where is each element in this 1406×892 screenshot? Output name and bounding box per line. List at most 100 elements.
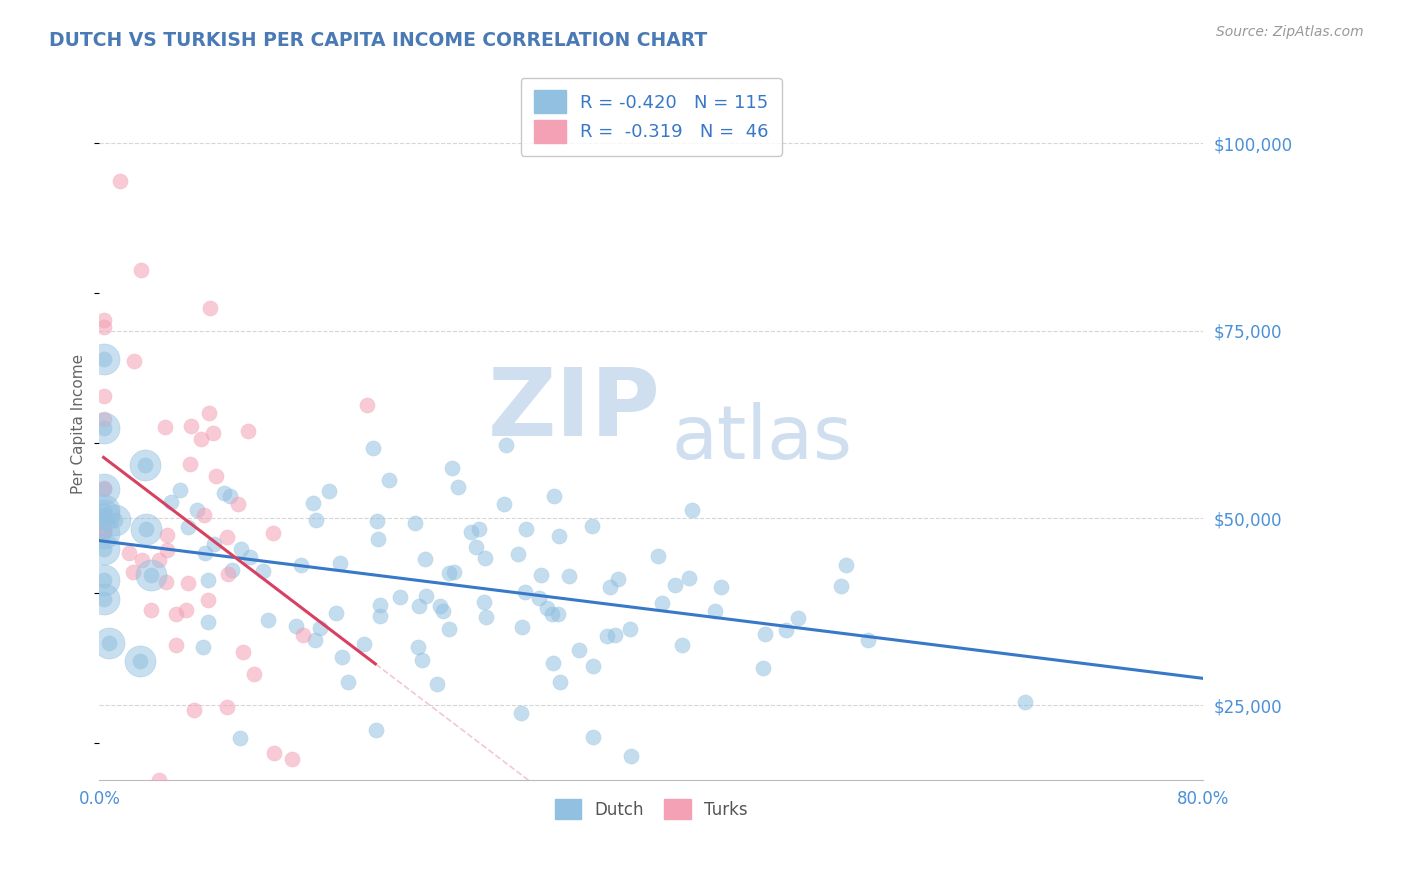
Point [186, 503, 208, 517]
Point [242, 667, 264, 681]
Point [415, 590, 437, 604]
Point [262, 526, 284, 541]
Point [129, 654, 152, 668]
Point [366, 515, 388, 529]
Legend: Dutch, Turks: Dutch, Turks [548, 793, 755, 825]
Point [495, 438, 517, 452]
Point [404, 516, 426, 530]
Point [447, 480, 470, 494]
Point [752, 661, 775, 675]
Point [180, 418, 202, 433]
Point [527, 591, 550, 606]
Point [786, 611, 808, 625]
Point [108, 174, 131, 188]
Point [179, 457, 201, 471]
Point [530, 567, 553, 582]
Point [492, 497, 515, 511]
Point [93, 351, 115, 366]
Point [515, 522, 537, 536]
Point [197, 615, 219, 629]
Point [281, 751, 304, 765]
Point [290, 558, 312, 573]
Point [367, 532, 389, 546]
Point [93, 351, 115, 366]
Text: DUTCH VS TURKISH PER CAPITA INCOME CORRELATION CHART: DUTCH VS TURKISH PER CAPITA INCOME CORRE… [49, 31, 707, 50]
Point [378, 473, 401, 487]
Point [221, 563, 243, 577]
Point [98, 636, 121, 650]
Point [191, 640, 214, 654]
Point [165, 639, 187, 653]
Point [678, 571, 700, 585]
Point [710, 580, 733, 594]
Point [356, 398, 378, 412]
Point [472, 594, 495, 608]
Point [93, 508, 115, 523]
Point [474, 550, 496, 565]
Point [148, 773, 170, 788]
Point [411, 653, 433, 667]
Point [93, 542, 115, 557]
Point [291, 627, 314, 641]
Point [620, 749, 643, 764]
Point [596, 629, 619, 643]
Point [239, 550, 262, 565]
Point [93, 482, 115, 496]
Point [156, 542, 179, 557]
Point [93, 503, 115, 517]
Point [426, 676, 449, 690]
Point [408, 599, 430, 613]
Point [619, 622, 641, 636]
Point [194, 545, 217, 559]
Point [671, 638, 693, 652]
Point [148, 553, 170, 567]
Point [475, 610, 498, 624]
Point [302, 496, 325, 510]
Point [176, 575, 198, 590]
Point [217, 699, 239, 714]
Point [543, 490, 565, 504]
Point [190, 432, 212, 446]
Point [599, 580, 621, 594]
Point [93, 542, 115, 557]
Point [830, 579, 852, 593]
Text: ZIP: ZIP [488, 364, 661, 456]
Point [325, 606, 347, 620]
Point [202, 426, 225, 441]
Point [332, 649, 354, 664]
Point [93, 421, 115, 435]
Point [183, 703, 205, 717]
Point [337, 675, 360, 690]
Point [134, 458, 156, 473]
Point [93, 591, 115, 606]
Point [406, 640, 429, 654]
Point [226, 498, 249, 512]
Point [856, 633, 879, 648]
Point [238, 424, 260, 438]
Point [413, 552, 436, 566]
Point [93, 421, 115, 435]
Point [285, 619, 308, 633]
Point [607, 572, 630, 586]
Point [582, 730, 605, 744]
Point [581, 659, 603, 673]
Point [664, 578, 686, 592]
Point [93, 503, 115, 517]
Point [437, 622, 460, 636]
Point [176, 603, 198, 617]
Point [141, 567, 163, 582]
Point [135, 522, 157, 536]
Point [389, 590, 412, 604]
Point [257, 613, 280, 627]
Point [215, 530, 238, 544]
Point [353, 637, 375, 651]
Point [93, 412, 115, 426]
Point [104, 514, 127, 528]
Point [93, 481, 115, 495]
Point [510, 706, 533, 720]
Point [93, 525, 115, 540]
Point [754, 626, 776, 640]
Point [441, 460, 464, 475]
Point [155, 574, 177, 589]
Point [135, 522, 157, 536]
